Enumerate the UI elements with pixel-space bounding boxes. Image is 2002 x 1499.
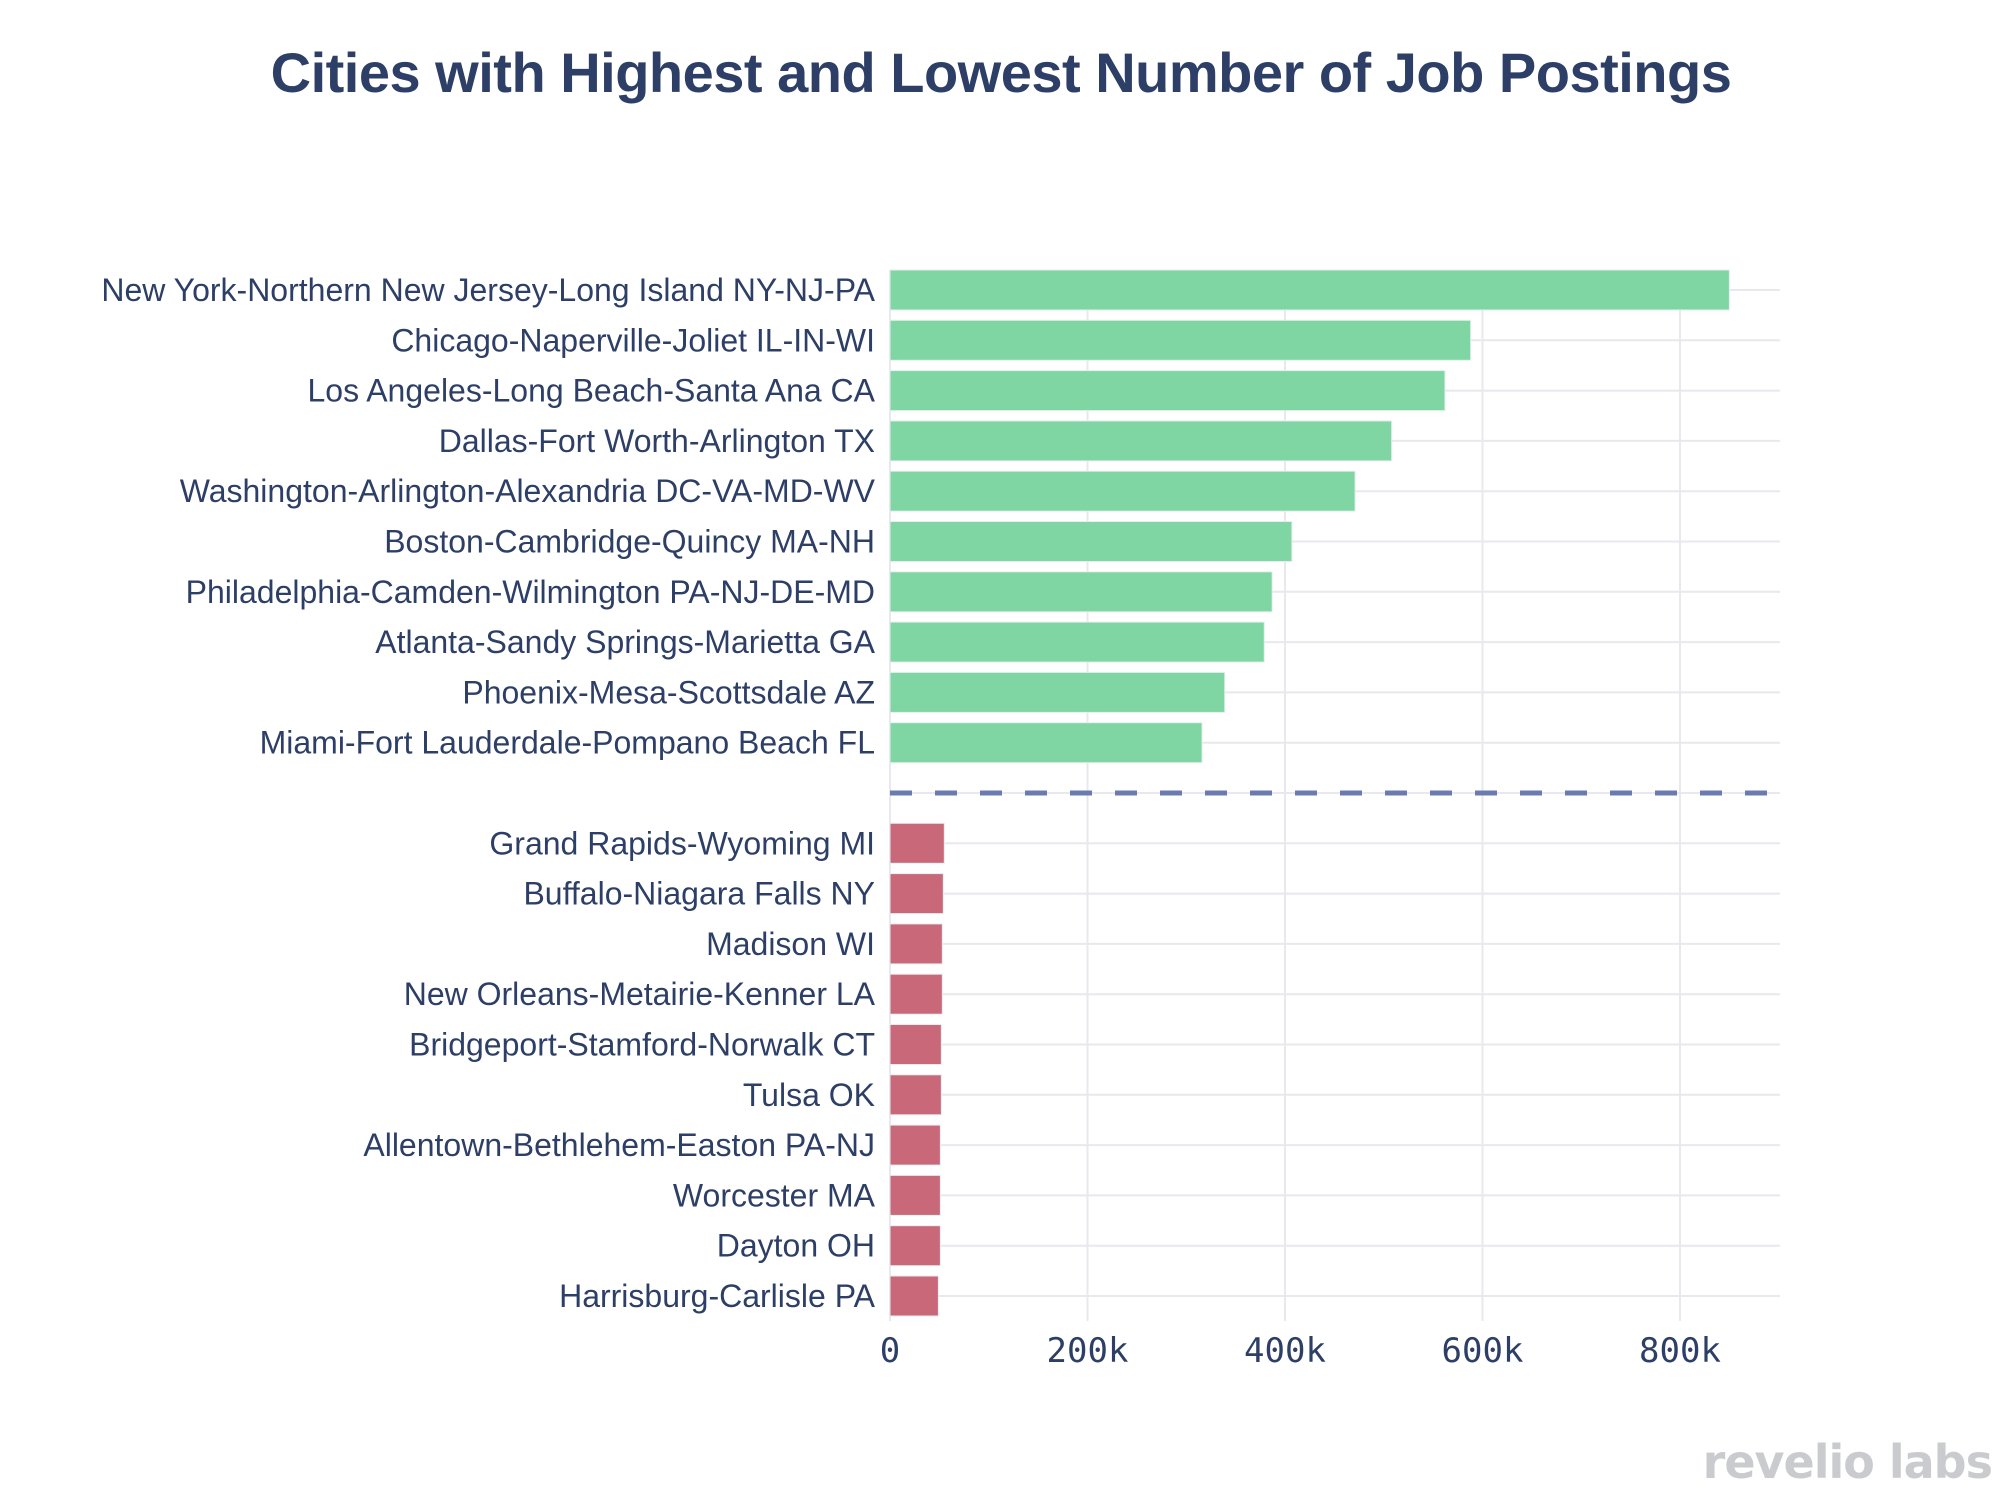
y-category-label: Bridgeport-Stamford-Norwalk CT [409,1027,875,1063]
x-tick-label: 200k [1047,1331,1129,1371]
y-category-label: Dallas-Fort Worth-Arlington TX [439,423,875,459]
y-category-label: Atlanta-Sandy Springs-Marietta GA [375,624,875,660]
bar-lowest [889,1124,941,1166]
y-axis-labels: New York-Northern New Jersey-Long Island… [101,272,875,1314]
y-category-label: Washington-Arlington-Alexandria DC-VA-MD… [180,473,876,509]
bar-lowest [889,973,943,1015]
x-tick-label: 600k [1442,1331,1524,1371]
y-category-label: Miami-Fort Lauderdale-Pompano Beach FL [260,725,875,761]
x-axis-labels: 0 200k 400k 600k 800k [880,1331,1721,1371]
bar-highest [889,722,1203,764]
bar-lowest [889,1074,942,1116]
bar-lowest [889,1024,942,1065]
bar-highest [889,470,1356,512]
x-tick-label: 400k [1244,1331,1326,1371]
y-category-label: Boston-Cambridge-Quincy MA-NH [384,524,875,560]
chart-title: Cities with Highest and Lowest Number of… [270,41,1732,104]
y-category-label: Philadelphia-Camden-Wilmington PA-NJ-DE-… [186,574,875,610]
bar-lowest [889,1225,941,1267]
y-category-label: Worcester MA [673,1177,876,1213]
y-category-label: New Orleans-Metairie-Kenner LA [404,976,876,1012]
y-category-label: Tulsa OK [743,1077,875,1113]
bar-highest [889,420,1393,462]
bar-lowest [889,822,945,864]
bar-lowest [889,923,943,965]
bar-highest [889,621,1265,663]
y-category-label: Allentown-Bethlehem-Easton PA-NJ [363,1127,875,1163]
y-category-label: Dayton OH [717,1228,875,1264]
bar-lowest [889,1174,941,1216]
bar-lowest [889,1275,939,1317]
y-category-label: Harrisburg-Carlisle PA [559,1278,876,1314]
y-category-label: Phoenix-Mesa-Scottsdale AZ [462,674,875,710]
y-category-label: Los Angeles-Long Beach-Santa Ana CA [307,373,875,409]
bars [889,269,1780,1317]
bar-highest [889,521,1293,562]
y-category-label: Chicago-Naperville-Joliet IL-IN-WI [391,322,875,358]
revelio-labs-logo: revelio labs [1702,1435,1993,1489]
x-tick-label: 800k [1639,1331,1721,1371]
bar-highest [889,269,1730,311]
y-category-label: Madison WI [706,926,875,962]
bar-highest [889,319,1472,361]
bar-highest [889,671,1226,713]
bar-highest [889,370,1446,412]
bar-lowest [889,873,944,915]
y-category-label: New York-Northern New Jersey-Long Island… [101,272,875,308]
y-category-label: Buffalo-Niagara Falls NY [523,876,875,912]
bar-highest [889,571,1273,613]
y-category-label: Grand Rapids-Wyoming MI [489,825,875,861]
x-tick-label: 0 [880,1331,900,1371]
